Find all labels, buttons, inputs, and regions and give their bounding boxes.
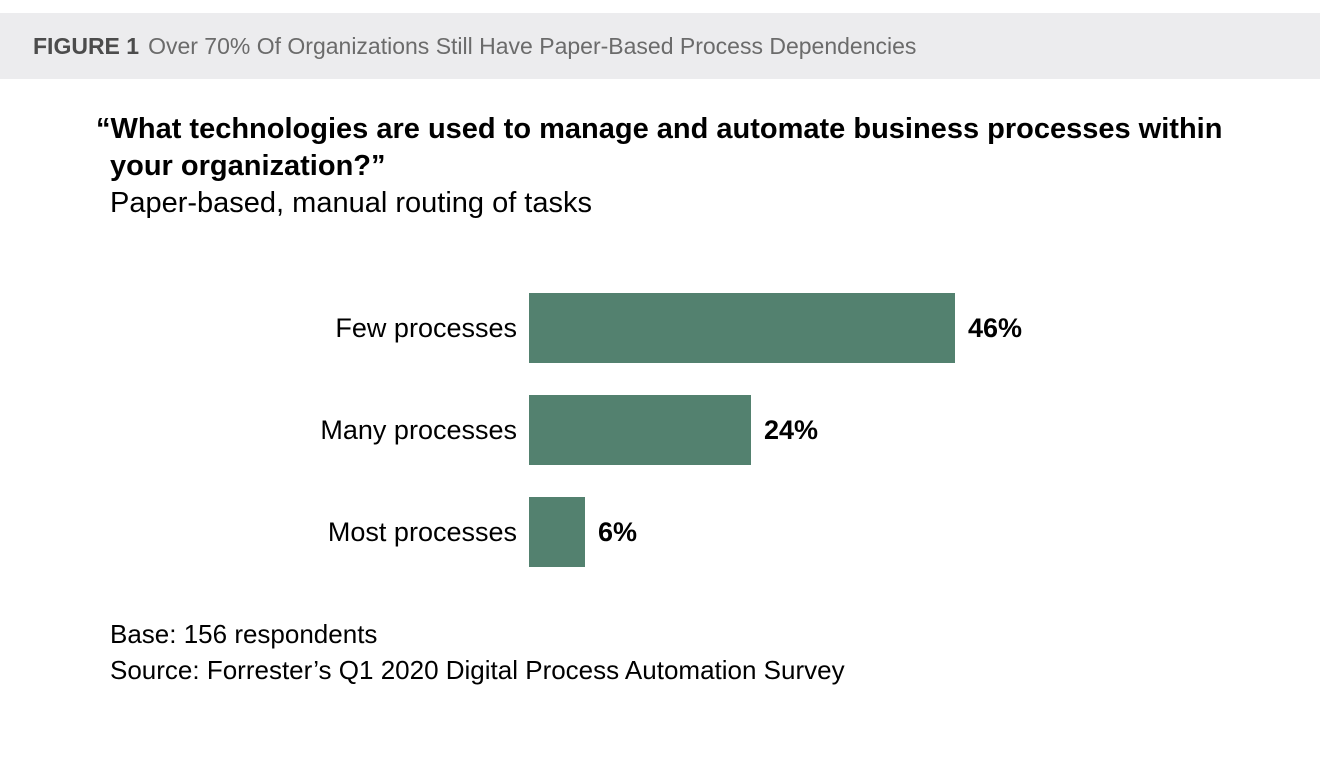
chart-row: Most processes 6%: [0, 497, 1320, 567]
category-label: Most processes: [327, 516, 517, 547]
bar: [529, 395, 751, 465]
footer-notes: Base: 156 respondents Source: Forrester’…: [110, 616, 1320, 688]
bar: [529, 497, 585, 567]
question-line-1: “What technologies are used to manage an…: [96, 113, 1223, 145]
value-label: 6%: [598, 516, 638, 547]
survey-question: “What technologies are used to manage an…: [96, 111, 1320, 222]
bar: [529, 293, 955, 363]
figure-number-label: FIGURE 1: [33, 32, 140, 59]
value-label: 24%: [764, 414, 819, 445]
figure-title: Over 70% Of Organizations Still Have Pap…: [148, 32, 917, 59]
bar-chart: Few processes 46% Many processes 24% Most pr…: [0, 293, 1320, 567]
value-label: 46%: [968, 312, 1023, 343]
figure-header: FIGURE 1 Over 70% Of Organizations Still…: [0, 13, 1320, 79]
category-label: Many processes: [320, 414, 517, 445]
question-line-2: your organization?”: [110, 150, 386, 182]
source-note: Source: Forrester’s Q1 2020 Digital Proc…: [110, 655, 845, 685]
category-label: Few processes: [335, 312, 517, 343]
chart-row: Few processes 46%: [0, 293, 1320, 363]
question-subtitle: Paper-based, manual routing of tasks: [110, 187, 592, 219]
base-note: Base: 156 respondents: [110, 619, 378, 649]
chart-row: Many processes 24%: [0, 395, 1320, 465]
